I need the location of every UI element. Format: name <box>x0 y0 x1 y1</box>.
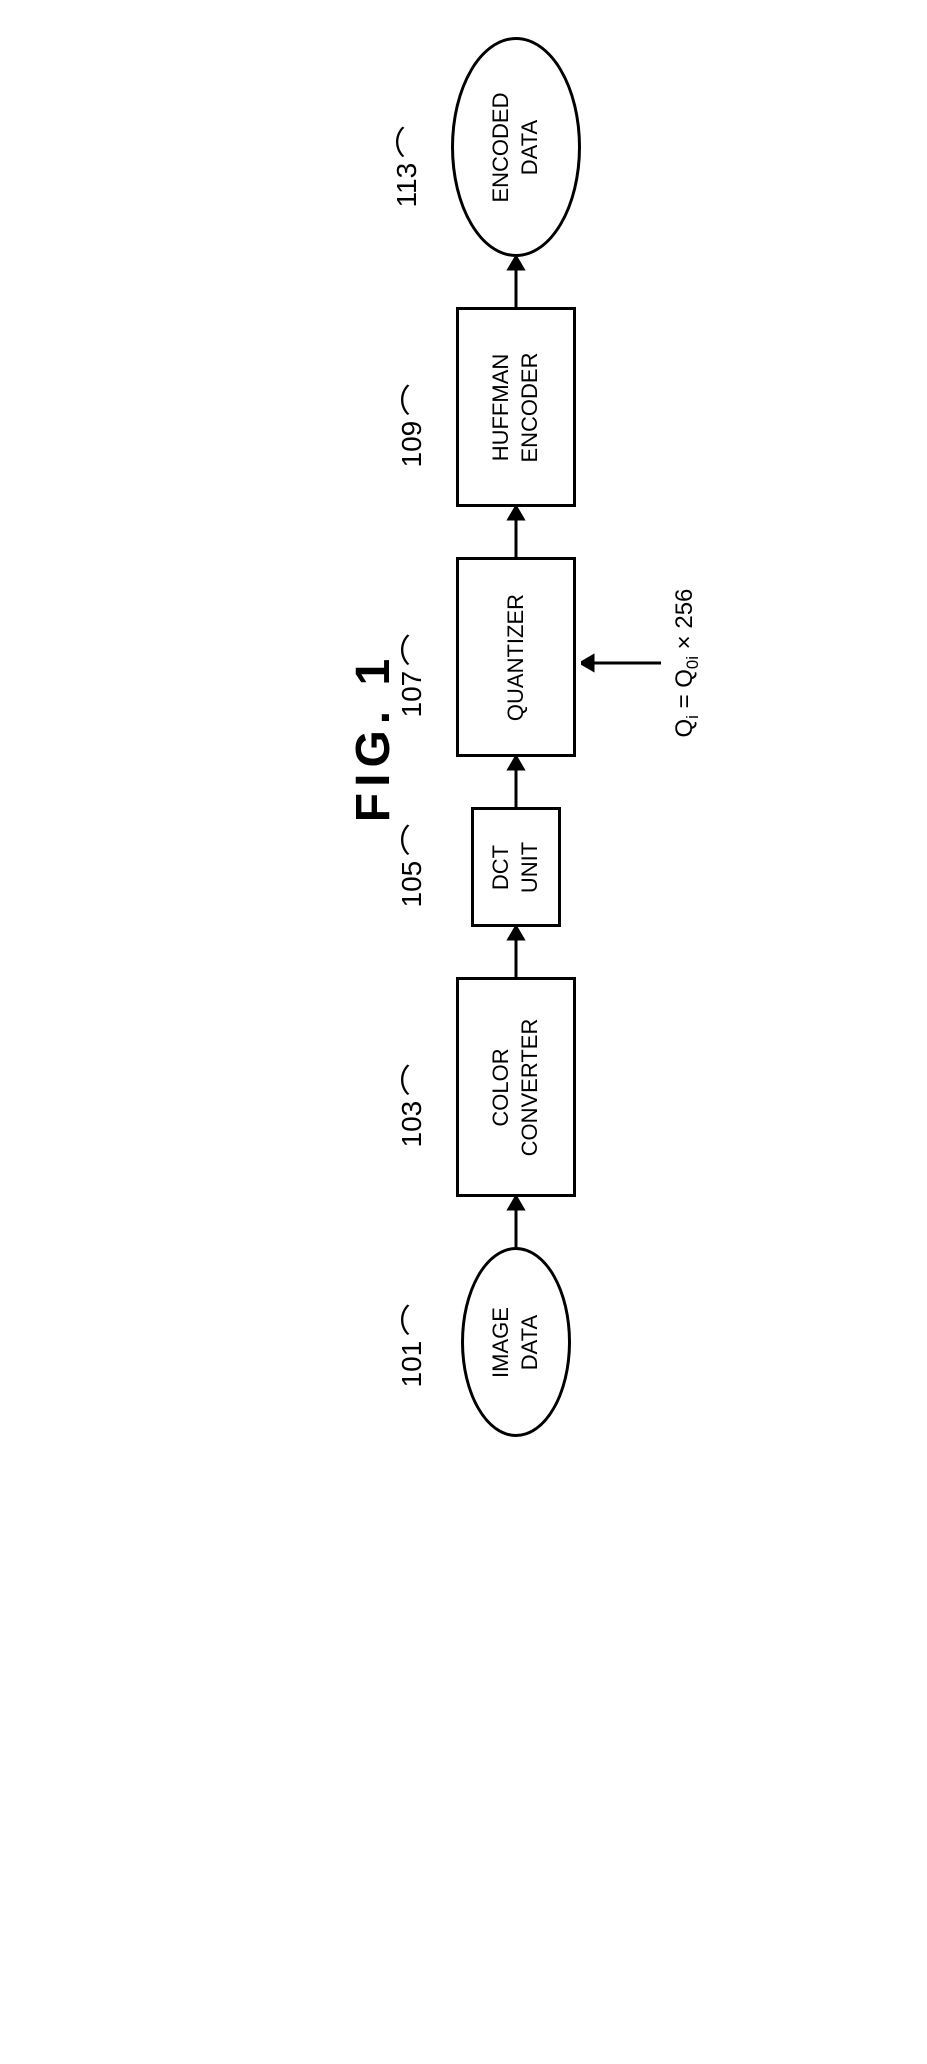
arrow-3 <box>506 758 526 808</box>
formula-input: Qi = Q0i × 256 <box>581 589 703 738</box>
ref-101: 101 ⌒ <box>396 1304 428 1388</box>
flowchart: 101 ⌒ IMAGEDATA 103 ⌒ COLORCONVERTER 105… <box>451 38 581 1438</box>
arrow-1 <box>506 1198 526 1248</box>
arrow-2 <box>506 928 526 978</box>
ref-105: 105 ⌒ <box>396 824 428 908</box>
node-dct-unit: DCTUNIT <box>471 808 561 928</box>
node-quantizer: QUANTIZER <box>456 558 576 758</box>
node-color-converter: COLORCONVERTER <box>456 978 576 1198</box>
label-quantizer: QUANTIZER <box>502 594 531 721</box>
ref-107: 107 ⌒ <box>396 634 428 718</box>
curl-109: ⌒ <box>401 384 433 416</box>
arrow-5 <box>506 258 526 308</box>
ref-103: 103 ⌒ <box>396 1064 428 1148</box>
ref-109: 109 ⌒ <box>396 384 428 468</box>
figure-title: FIG. 1 <box>346 653 401 822</box>
curl-101: ⌒ <box>401 1304 433 1336</box>
label-color-converter: COLORCONVERTER <box>487 1019 544 1157</box>
label-image-data: IMAGEDATA <box>487 1307 544 1378</box>
label-dct-unit: DCTUNIT <box>487 842 544 893</box>
ref-113: 113 ⌒ <box>391 126 423 208</box>
label-huffman: HUFFMANENCODER <box>487 353 544 463</box>
arrow-4 <box>506 508 526 558</box>
curl-107: ⌒ <box>401 634 433 666</box>
curl-105: ⌒ <box>401 824 433 856</box>
node-huffman: HUFFMANENCODER <box>456 308 576 508</box>
curl-103: ⌒ <box>401 1064 433 1096</box>
label-encoded-data: ENCODEDDATA <box>487 93 544 203</box>
node-encoded-data: ENCODEDDATA <box>451 38 581 258</box>
node-image-data: IMAGEDATA <box>461 1248 571 1438</box>
arrow-formula <box>581 653 661 673</box>
figure-container: FIG. 1 101 ⌒ IMAGEDATA 103 ⌒ COLORCONVER… <box>346 314 581 1161</box>
formula-text: Qi = Q0i × 256 <box>671 589 703 738</box>
curl-113: ⌒ <box>396 126 428 158</box>
